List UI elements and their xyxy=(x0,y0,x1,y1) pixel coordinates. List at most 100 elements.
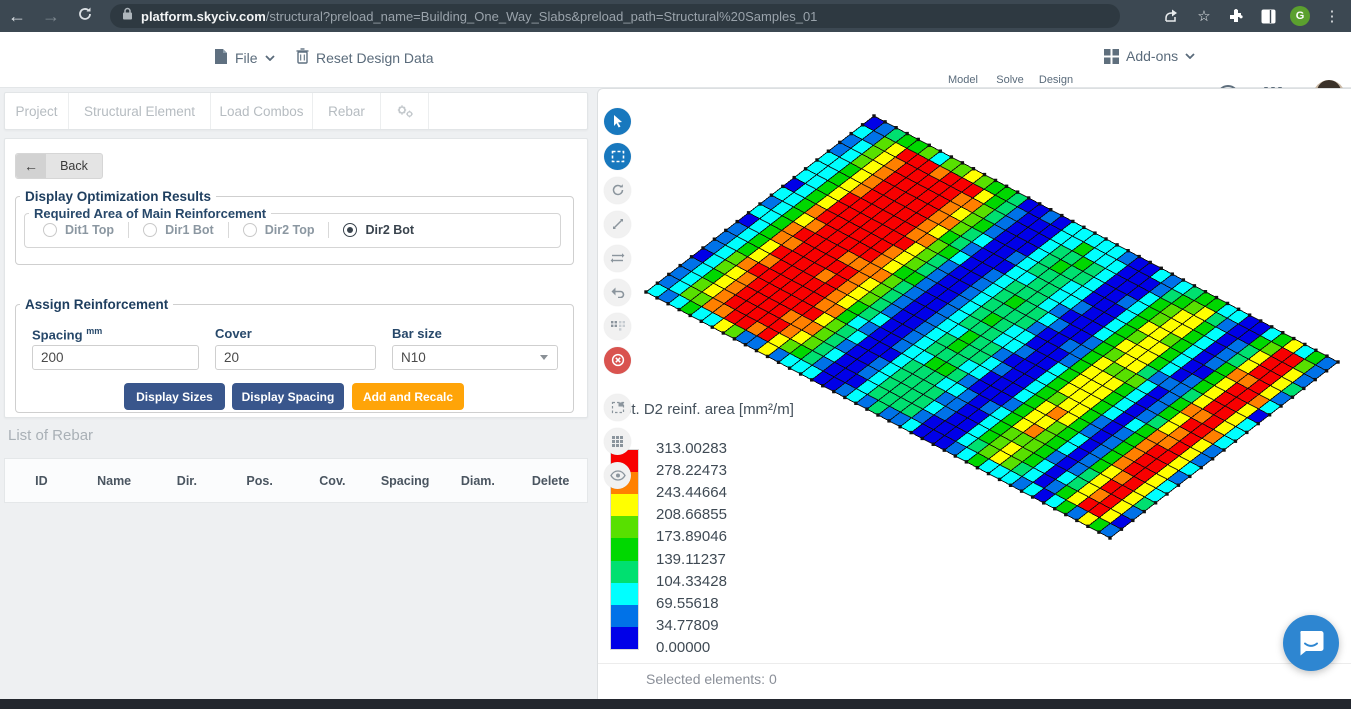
add-and-recalc-button[interactable]: Add and Recalc xyxy=(352,383,464,410)
select-caret-icon xyxy=(540,355,548,360)
radio-circle-icon xyxy=(43,223,57,237)
browser-chrome: ← → platform.skyciv.com/structural?prelo… xyxy=(0,0,1351,32)
browser-back-icon[interactable]: ← xyxy=(0,6,34,27)
screenshot-crop-button[interactable] xyxy=(604,394,631,421)
radio-dir2-bot[interactable]: Dir2 Bot xyxy=(343,223,414,237)
addons-label: Add-ons xyxy=(1126,48,1178,64)
radio-dir1-bot[interactable]: Dir1 Bot xyxy=(143,223,214,237)
col-diam: Diam. xyxy=(442,474,515,488)
display-optimization-legend: Display Optimization Results xyxy=(20,189,216,204)
separator xyxy=(328,222,329,238)
barsize-label: Bar size xyxy=(392,326,442,341)
rotate-icon xyxy=(611,183,625,197)
rebar-table-header-row: ID Name Dir. Pos. Cov. Spacing Diam. Del… xyxy=(4,458,588,503)
lock-icon xyxy=(122,7,133,25)
col-cov: Cov. xyxy=(296,474,369,488)
tab-rebar[interactable]: Rebar xyxy=(313,93,381,129)
col-delete: Delete xyxy=(514,474,587,488)
col-dir: Dir. xyxy=(151,474,224,488)
grid-icon xyxy=(611,435,624,448)
chat-bubble-icon xyxy=(1296,628,1326,658)
resize-scale-button[interactable] xyxy=(604,211,631,238)
step-model-label: Model xyxy=(948,74,978,86)
visibility-button[interactable] xyxy=(604,462,631,489)
trash-icon xyxy=(296,48,309,67)
url-path: /structural?preload_name=Building_One_Wa… xyxy=(266,9,818,24)
cover-label: Cover xyxy=(215,326,252,341)
file-menu[interactable]: File xyxy=(214,48,275,68)
spacing-input[interactable] xyxy=(32,345,199,370)
radio-dit1-top[interactable]: Dit1 Top xyxy=(43,223,114,237)
browser-forward-icon[interactable]: → xyxy=(34,6,68,27)
display-optimization-fieldset: Display Optimization Results Required Ar… xyxy=(15,189,574,265)
select-cursor-button[interactable] xyxy=(604,108,631,135)
skyciv-structural-page: { "browser": { "url_host": "platform.sky… xyxy=(0,0,1351,709)
barsize-select[interactable]: N10 xyxy=(392,345,558,370)
spacing-label: Spacing mm xyxy=(32,326,102,342)
back-arrow-icon: ← xyxy=(16,154,46,178)
sidepanel-icon[interactable] xyxy=(1253,0,1283,32)
crop-icon xyxy=(611,401,625,414)
box-select-icon xyxy=(611,150,625,163)
deselect-all-button[interactable] xyxy=(604,347,631,374)
col-spacing: Spacing xyxy=(369,474,442,488)
reset-design-data-button[interactable]: Reset Design Data xyxy=(296,48,434,67)
required-area-fieldset: Required Area of Main Reinforcement Dit1… xyxy=(24,206,561,248)
assign-reinforcement-fieldset: Assign Reinforcement Spacing mm Cover Ba… xyxy=(15,297,574,413)
undo-button[interactable] xyxy=(604,279,631,306)
col-name: Name xyxy=(78,474,151,488)
display-spacing-button[interactable]: Display Spacing xyxy=(232,383,344,410)
assign-reinforcement-legend: Assign Reinforcement xyxy=(20,297,173,312)
tab-structural-element[interactable]: Structural Element xyxy=(69,93,211,129)
legend-value-labels: 313.00283 278.22473 243.44664 208.66855 … xyxy=(656,438,727,659)
tab-project[interactable]: Project xyxy=(5,93,69,129)
tab-strip-filler xyxy=(429,93,587,129)
circle-x-icon xyxy=(611,353,625,367)
browser-reload-icon[interactable] xyxy=(68,6,102,27)
addons-menu[interactable]: Add-ons xyxy=(1104,48,1195,64)
share-icon[interactable] xyxy=(1157,0,1187,32)
resize-diagonal-icon xyxy=(611,217,625,231)
chat-widget-button[interactable] xyxy=(1283,615,1339,671)
separator xyxy=(128,222,129,238)
display-sizes-button[interactable]: Display Sizes xyxy=(124,383,225,410)
cover-input[interactable] xyxy=(215,345,376,370)
radio-dir2-top[interactable]: Dir2 Top xyxy=(243,223,315,237)
extensions-puzzle-icon[interactable] xyxy=(1221,0,1251,32)
swap-direction-button[interactable] xyxy=(604,245,631,272)
selected-elements-status: Selected elements: 0 xyxy=(598,663,1351,693)
dots-groups-icon xyxy=(610,320,626,332)
swap-arrows-icon xyxy=(610,252,625,264)
url-bar[interactable]: platform.skyciv.com/structural?preload_n… xyxy=(110,4,1120,28)
addons-grid-icon xyxy=(1104,49,1119,64)
grid-toggle-button[interactable] xyxy=(604,428,631,455)
legend-title: Bot. D2 reinf. area [mm²/m] xyxy=(613,401,794,418)
app-toolbar: File Reset Design Data Model Solve Desig… xyxy=(0,32,1351,88)
rebar-panel-card: ← Back Display Optimization Results Requ… xyxy=(4,138,588,418)
file-icon xyxy=(214,48,228,68)
url-host: platform.skyciv.com xyxy=(141,9,266,24)
reset-label: Reset Design Data xyxy=(316,50,434,66)
chevron-down-icon xyxy=(1185,53,1195,59)
eye-icon xyxy=(610,470,626,481)
col-id: ID xyxy=(5,474,78,488)
box-select-button[interactable] xyxy=(604,143,631,170)
multi-select-groups-button[interactable] xyxy=(604,313,631,340)
list-of-rebar-header: List of Rebar xyxy=(8,427,93,444)
radio-circle-icon xyxy=(343,223,357,237)
tab-load-combos[interactable]: Load Combos xyxy=(211,93,313,129)
radio-circle-icon xyxy=(243,223,257,237)
gears-icon xyxy=(396,103,414,119)
bookmark-star-icon[interactable]: ☆ xyxy=(1189,0,1219,32)
browser-profile-avatar[interactable]: G xyxy=(1285,0,1315,32)
3d-viewer-panel[interactable]: Bot. D2 reinf. area [mm²/m] 313.00283 27… xyxy=(597,88,1351,699)
required-area-legend: Required Area of Main Reinforcement xyxy=(29,206,271,221)
tab-settings[interactable] xyxy=(381,93,429,129)
chevron-down-icon xyxy=(265,55,275,61)
file-label: File xyxy=(235,50,258,66)
rotate-view-button[interactable] xyxy=(604,177,631,204)
cursor-icon xyxy=(611,114,624,128)
browser-menu-kebab-icon[interactable]: ⋮ xyxy=(1317,0,1347,32)
radio-circle-icon xyxy=(143,223,157,237)
back-button[interactable]: ← Back xyxy=(15,153,103,179)
